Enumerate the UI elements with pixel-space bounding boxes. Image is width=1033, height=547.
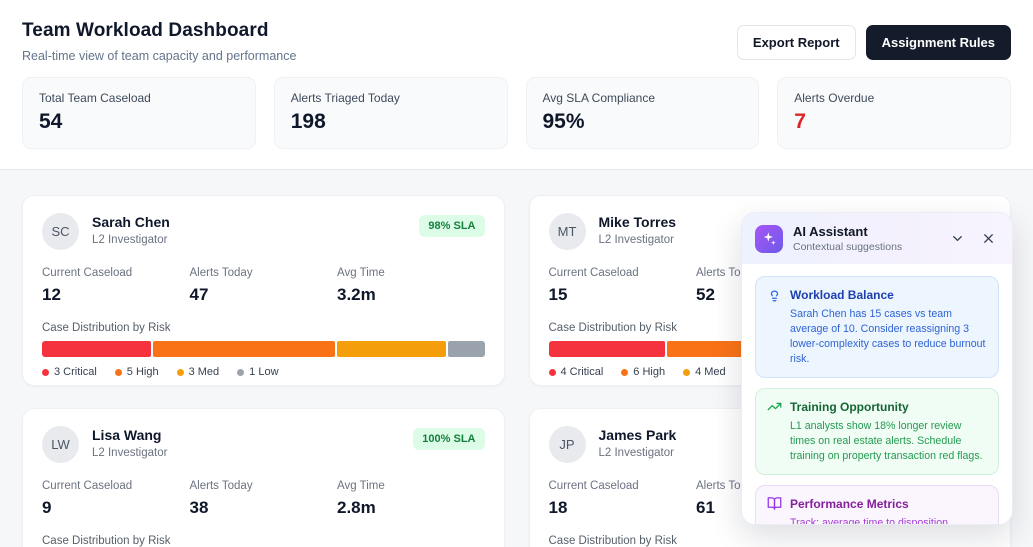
- stat-label: Total Team Caseload: [39, 91, 151, 105]
- stat-alerts-triaged: Alerts Triaged Today 198: [273, 77, 508, 149]
- suggestion-title: Workload Balance: [790, 287, 894, 302]
- stat-label: Alerts Triaged Today: [290, 91, 400, 105]
- suggestion-training-opportunity: Training Opportunity L1 analysts show 18…: [755, 388, 999, 476]
- alerts-label: Alerts Today: [189, 267, 253, 279]
- ai-assistant-panel: AI Assistant Contextual suggestions Work…: [741, 212, 1013, 525]
- avatar: LW: [42, 426, 79, 463]
- close-icon[interactable]: [978, 228, 999, 249]
- page-header: Team Workload Dashboard Real-time view o…: [0, 0, 1033, 169]
- member-role: L2 Investigator: [92, 447, 168, 459]
- caseload-value: 12: [42, 285, 61, 304]
- avatar: SC: [42, 213, 79, 250]
- distribution-label: Case Distribution by Risk: [548, 535, 677, 547]
- caseload-label: Current Caseload: [42, 480, 133, 492]
- suggestion-title: Performance Metrics: [790, 496, 909, 511]
- distribution-label: Case Distribution by Risk: [42, 322, 171, 334]
- alerts-value: 38: [189, 498, 209, 517]
- stat-value: 198: [290, 110, 326, 133]
- stat-value: 95%: [542, 110, 585, 133]
- caseload-value: 15: [548, 285, 568, 304]
- alerts-label: Alerts Today: [189, 480, 253, 492]
- suggestion-text: Track: average time to disposition, esca…: [790, 517, 951, 525]
- member-card-lisa-wang: LW Lisa Wang L2 Investigator 100% SLA Cu…: [22, 408, 505, 547]
- caseload-label: Current Caseload: [42, 267, 133, 279]
- alerts-value: 61: [696, 498, 715, 517]
- caseload-value: 18: [548, 498, 568, 517]
- suggestion-text: Sarah Chen has 15 cases vs team average …: [790, 308, 986, 366]
- stat-value: 7: [794, 110, 806, 133]
- stat-label: Alerts Overdue: [794, 91, 875, 105]
- ai-panel-title: AI Assistant: [793, 224, 868, 239]
- risk-distribution-bar: [42, 341, 485, 357]
- alerts-value: 47: [189, 285, 209, 304]
- suggestion-text: L1 analysts show 18% longer review times…: [790, 420, 983, 463]
- member-name: Lisa Wang: [92, 427, 162, 443]
- member-role: L2 Investigator: [598, 234, 674, 246]
- distribution-label: Case Distribution by Risk: [42, 535, 171, 547]
- book-open-icon: [767, 496, 782, 511]
- avatar: MT: [548, 213, 586, 250]
- caseload-value: 9: [42, 498, 52, 517]
- suggestion-title: Training Opportunity: [790, 399, 909, 414]
- stat-value: 54: [39, 110, 63, 133]
- member-role: L2 Investigator: [598, 447, 674, 459]
- caseload-label: Current Caseload: [548, 267, 639, 279]
- sparkles-icon: [755, 224, 783, 253]
- avatar: JP: [548, 426, 586, 463]
- member-name: Sarah Chen: [92, 214, 170, 230]
- member-name: Mike Torres: [598, 214, 677, 230]
- suggestion-performance-metrics: Performance Metrics Track: average time …: [755, 485, 999, 525]
- stat-alerts-overdue: Alerts Overdue 7: [777, 77, 1011, 149]
- export-report-button[interactable]: Export Report: [736, 25, 856, 60]
- avg-time-label: Avg Time: [337, 480, 385, 492]
- alerts-value: 52: [696, 285, 715, 304]
- avg-time-value: 3.2m: [337, 285, 376, 304]
- risk-legend: 3 Critical 5 High 3 Med 1 Low: [42, 366, 485, 378]
- member-card-sarah-chen: SC Sarah Chen L2 Investigator 98% SLA Cu…: [22, 195, 505, 386]
- caseload-label: Current Caseload: [548, 480, 639, 492]
- distribution-label: Case Distribution by Risk: [548, 322, 677, 334]
- lightbulb-icon: [767, 287, 782, 302]
- page-title: Team Workload Dashboard: [22, 20, 269, 41]
- stat-total-caseload: Total Team Caseload 54: [22, 77, 256, 149]
- member-name: James Park: [598, 427, 677, 443]
- trending-up-icon: [767, 399, 782, 414]
- stat-label: Avg SLA Compliance: [542, 91, 656, 105]
- suggestion-workload-balance: Workload Balance Sarah Chen has 15 cases…: [755, 276, 999, 379]
- sla-badge: 100% SLA: [413, 428, 485, 450]
- assignment-rules-button[interactable]: Assignment Rules: [865, 25, 1011, 60]
- summary-stats-row: Total Team Caseload 54 Alerts Triaged To…: [0, 73, 1033, 169]
- sla-badge: 98% SLA: [419, 215, 485, 237]
- chevron-down-icon[interactable]: [947, 228, 968, 249]
- member-role: L2 Investigator: [92, 234, 168, 246]
- page-subtitle: Real-time view of team capacity and perf…: [22, 49, 297, 63]
- ai-panel-subtitle: Contextual suggestions: [793, 241, 903, 253]
- stat-sla-compliance: Avg SLA Compliance 95%: [525, 77, 760, 149]
- avg-time-label: Avg Time: [337, 267, 385, 279]
- avg-time-value: 2.8m: [337, 498, 376, 517]
